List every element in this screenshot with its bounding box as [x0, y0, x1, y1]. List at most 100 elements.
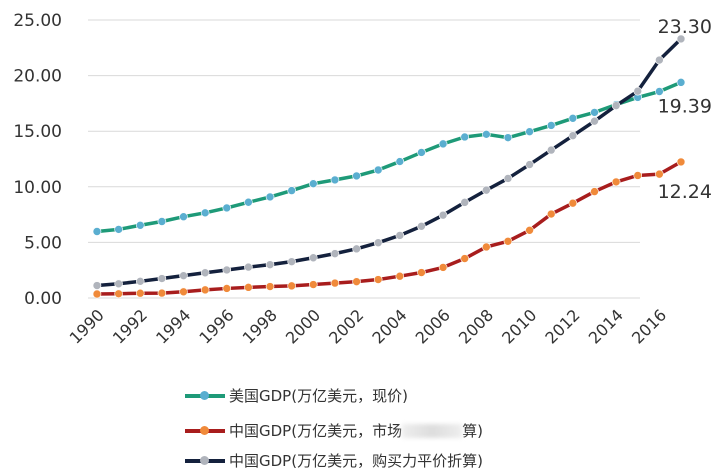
data-point [395, 271, 405, 281]
x-tick-label: 2000 [282, 305, 324, 347]
legend-label-china-market-suffix: 算) [462, 422, 483, 440]
series-line-0 [96, 80, 682, 234]
data-point [265, 260, 275, 269]
y-tick-label: 20.00 [13, 67, 62, 87]
data-point [590, 187, 599, 196]
data-point [373, 165, 383, 175]
data-point [222, 265, 232, 275]
data-point [395, 157, 405, 166]
data-point [200, 268, 210, 278]
data-point [135, 277, 145, 286]
data-point [352, 244, 361, 254]
data-point [92, 281, 102, 290]
y-tick-label: 25.00 [13, 11, 62, 31]
end-value-label: 23.30 [658, 16, 712, 38]
data-point [395, 231, 405, 240]
data-point [308, 253, 318, 263]
data-point [330, 175, 340, 185]
data-point [373, 238, 383, 248]
data-point [525, 160, 534, 169]
x-tick-label: 1998 [239, 305, 281, 347]
data-point [438, 263, 448, 272]
data-point [546, 121, 556, 130]
series-line-1 [96, 160, 682, 296]
legend-label-china-ppp: 中国GDP(万亿美元，购买力平价折算) [229, 452, 483, 470]
data-point [179, 271, 188, 280]
data-point [590, 108, 599, 117]
end-value-label: 19.39 [658, 95, 712, 117]
data-point [546, 145, 556, 155]
x-tick-label: 1996 [195, 305, 237, 347]
data-point [265, 282, 275, 291]
data-point [611, 101, 621, 110]
data-point [157, 217, 167, 226]
data-point [114, 279, 123, 289]
data-point [438, 210, 448, 220]
data-point [157, 288, 167, 298]
x-tick-label: 2014 [585, 305, 627, 347]
data-point [655, 169, 664, 179]
data-point [135, 220, 145, 230]
data-point [308, 179, 318, 188]
y-tick-label: 10.00 [13, 178, 62, 198]
legend-label-china-market: 中国GDP(万亿美元，市场 [229, 422, 403, 440]
x-tick-label: 2008 [455, 305, 497, 347]
data-point [287, 186, 296, 195]
legend-swatch-us [185, 390, 225, 400]
x-tick-label: 1994 [152, 305, 194, 347]
data-point [114, 289, 123, 299]
data-point [503, 133, 513, 142]
x-tick-label: 1992 [109, 305, 151, 347]
y-tick-label: 0.00 [24, 289, 62, 309]
data-point [352, 277, 361, 286]
data-point [417, 221, 426, 231]
data-point [200, 208, 210, 218]
data-point [200, 285, 210, 295]
data-point [503, 236, 513, 246]
data-point [438, 139, 448, 149]
data-point [179, 212, 188, 222]
data-point [482, 185, 491, 195]
x-tick-label: 2016 [628, 305, 670, 347]
data-point [482, 130, 491, 139]
legend-item-us: 美国GDP(万亿美元，现价) [185, 385, 408, 406]
x-tick-label: 1990 [66, 305, 108, 347]
data-point [287, 281, 296, 291]
legend-label-us: 美国GDP(万亿美元，现价) [229, 387, 408, 405]
data-point [244, 262, 253, 272]
data-point [676, 157, 686, 167]
data-point [633, 171, 643, 180]
data-point [92, 289, 102, 299]
series-line-2 [96, 37, 683, 288]
data-point [503, 174, 513, 183]
data-point [460, 132, 470, 142]
x-tick-label: 2002 [325, 305, 367, 347]
data-point [244, 197, 253, 207]
data-point [330, 278, 340, 288]
data-point [655, 87, 664, 96]
blurred-text [402, 423, 463, 438]
data-point [222, 284, 232, 293]
legend-swatch-china-ppp [185, 455, 225, 465]
x-tick-label: 2006 [412, 305, 454, 347]
data-point [222, 203, 232, 213]
data-point [157, 274, 167, 283]
data-point [633, 86, 643, 96]
data-point [568, 114, 578, 123]
x-tick-label: 2012 [541, 305, 583, 347]
data-point [244, 283, 253, 292]
data-point [308, 280, 318, 289]
legend-item-china-market: 中国GDP(万亿美元，市场 算) [185, 420, 483, 441]
data-point [460, 198, 470, 207]
data-point [525, 225, 534, 235]
data-point [265, 192, 275, 202]
data-point [417, 268, 426, 277]
data-point [417, 148, 426, 157]
data-point [525, 127, 534, 136]
data-point [135, 288, 145, 298]
data-point [611, 177, 621, 187]
data-point [676, 34, 686, 44]
y-tick-label: 5.00 [24, 233, 62, 253]
legend-item-china-ppp: 中国GDP(万亿美元，购买力平价折算) [185, 450, 483, 471]
data-point [373, 275, 383, 284]
